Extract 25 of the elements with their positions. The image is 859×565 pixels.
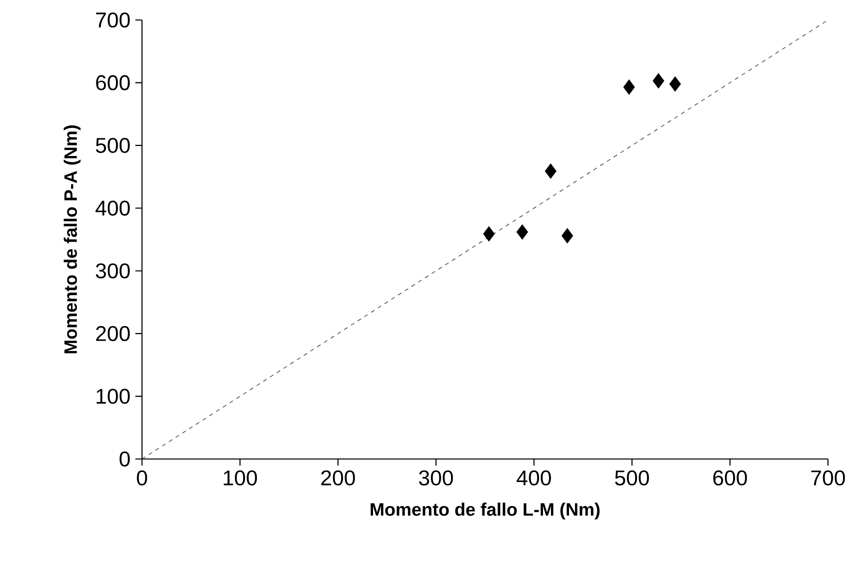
- point: [516, 224, 528, 240]
- y-tick-label: 700: [96, 12, 130, 28]
- point: [669, 76, 681, 92]
- point: [623, 80, 635, 95]
- point: [483, 226, 495, 242]
- point: [562, 228, 574, 244]
- x-tick-label: 200: [321, 470, 355, 486]
- x-axis-title: Momento de fallo L-M (Nm): [370, 502, 600, 520]
- y-tick-label: 500: [96, 138, 130, 153]
- x-tick-label: 700: [811, 470, 845, 486]
- y-tick-label: 400: [96, 200, 130, 216]
- point: [652, 73, 664, 88]
- y-tick-label: 0: [120, 451, 130, 467]
- point: [544, 164, 556, 179]
- x-tick-label: 300: [419, 470, 453, 486]
- x-tick-label: 400: [516, 470, 551, 486]
- x-tick-label: 100: [224, 470, 257, 486]
- x-tick-label: 500: [615, 470, 649, 486]
- y-tick-label: 200: [96, 326, 130, 342]
- y-tick-label: 300: [96, 263, 130, 278]
- y-tick-label: 600: [96, 75, 130, 90]
- y-axis-title: Momento de fallo P-A (Nm): [64, 125, 81, 354]
- x-tick-label: 600: [713, 470, 747, 486]
- x-tick-label: 0: [136, 470, 148, 486]
- y-tick-label: 100: [96, 388, 130, 404]
